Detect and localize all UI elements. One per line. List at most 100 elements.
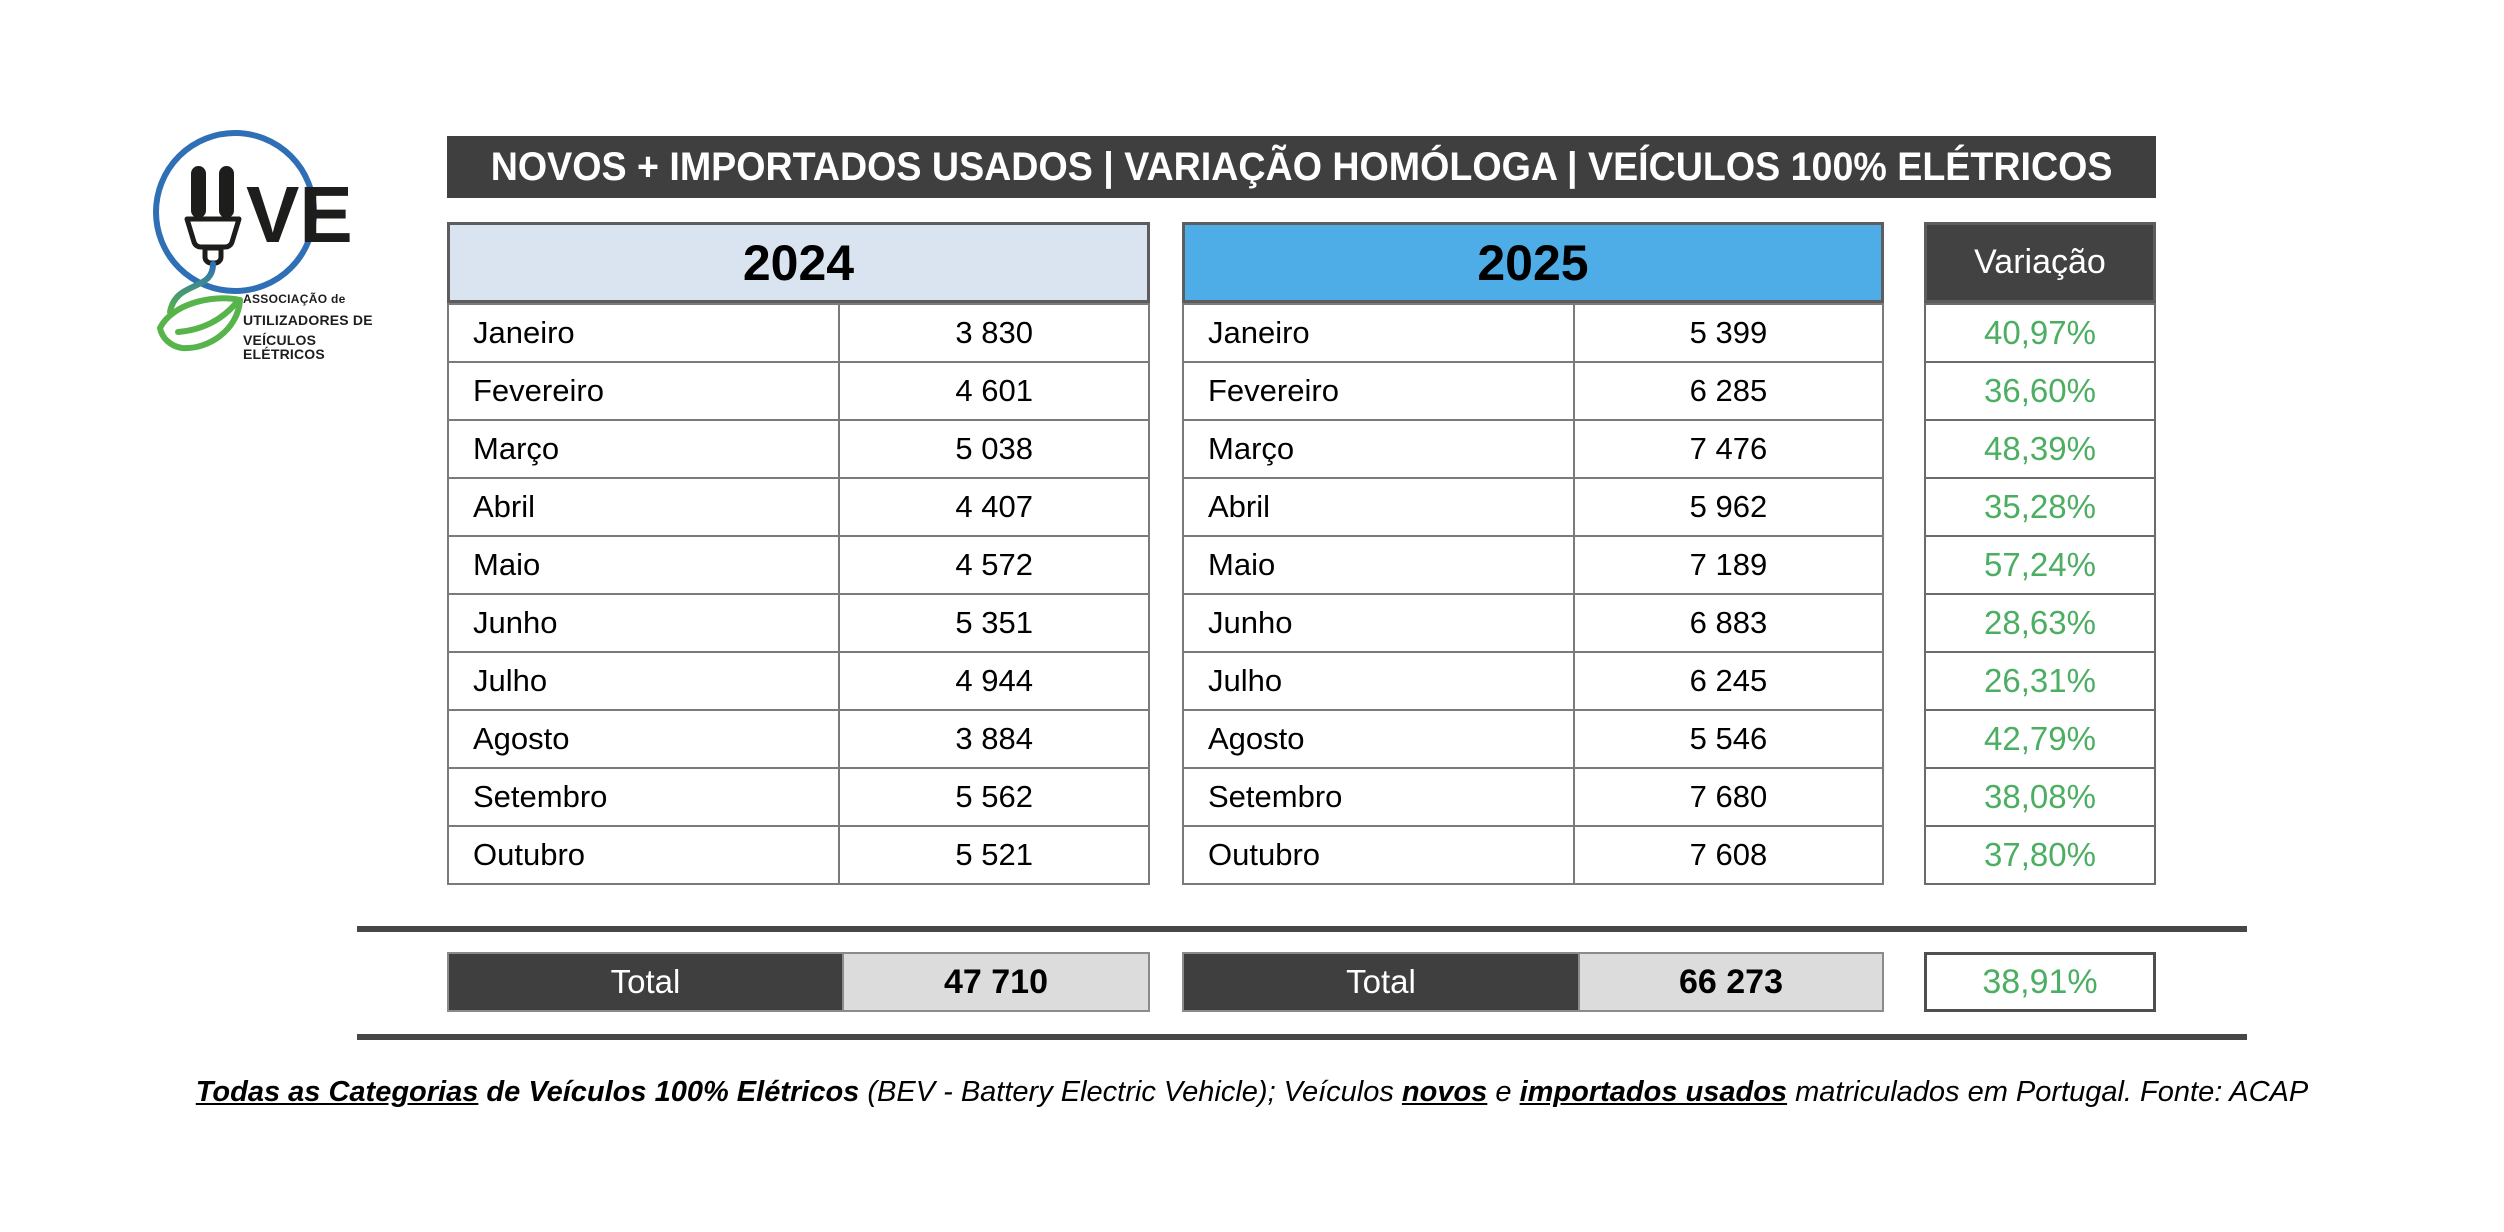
value-cell: 7 476 [1689, 431, 1768, 466]
footer-segment: e [1487, 1076, 1520, 1108]
month-cell: Maio [449, 537, 841, 593]
divider-line-top [357, 926, 2247, 932]
table-row-2024: Setembro 5 562 [447, 767, 1150, 827]
table-row-2025: Outubro 7 608 [1182, 825, 1884, 885]
footer-segment: Todas as Categorias [195, 1076, 479, 1108]
month-cell: Junho [1184, 595, 1575, 651]
variation-column-rows: 40,97% 36,60% 48,39% 35,28% 57,24% 28,63% 26,3… [1924, 303, 2156, 885]
month-cell: Julho [449, 653, 841, 709]
month-cell: Fevereiro [1184, 363, 1575, 419]
value-cell: 4 944 [955, 663, 1033, 698]
uve-logo: VE ASSOCIAÇÃO de UTILIZADORES DE VEÍCULO… [140, 128, 400, 378]
logo-org-line2: UTILIZADORES DE [243, 312, 373, 328]
cord-icon [167, 261, 216, 315]
month-cell: Janeiro [449, 305, 841, 361]
table-row-2025: Maio 7 189 [1182, 535, 1884, 595]
column-header-variation: Variação [1924, 222, 2156, 303]
variation-cell: 57,24% [1924, 535, 2156, 595]
variation-cell: 40,97% [1924, 303, 2156, 363]
variation-cell: 48,39% [1924, 419, 2156, 479]
table-row-2024: Maio 4 572 [447, 535, 1150, 595]
value-cell: 5 038 [955, 431, 1033, 466]
value-cell: 7 608 [1689, 837, 1768, 872]
leaf-icon [157, 295, 243, 352]
divider-line-bottom [357, 1034, 2247, 1040]
table-row-2025: Junho 6 883 [1182, 593, 1884, 653]
table-row-2025: Julho 6 245 [1182, 651, 1884, 711]
variation-cell: 26,31% [1924, 651, 2156, 711]
table-row-2025: Abril 5 962 [1182, 477, 1884, 537]
month-cell: Abril [1184, 479, 1575, 535]
table-row-2025: Agosto 5 546 [1182, 709, 1884, 769]
value-cell: 3 830 [955, 315, 1033, 350]
month-cell: Abril [449, 479, 841, 535]
footer-segment: matriculados em Portugal. Fonte: ACAP [1787, 1076, 2309, 1108]
month-cell: Setembro [449, 769, 841, 825]
value-cell: 3 884 [955, 721, 1033, 756]
column-header-2025-label: 2025 [1477, 234, 1589, 291]
total-value-2024: 47 710 [842, 952, 1150, 1012]
table-row-2025: Março 7 476 [1182, 419, 1884, 479]
uve-plug-leaf-icon: VE [153, 130, 353, 352]
table-row-2024: Março 5 038 [447, 419, 1150, 479]
table-row-2025: Setembro 7 680 [1182, 767, 1884, 827]
total-label-2025: Total [1182, 952, 1580, 1012]
table-row-2024: Outubro 5 521 [447, 825, 1150, 885]
column-header-variation-label: Variação [1974, 243, 2106, 281]
column-header-2024-label: 2024 [742, 234, 855, 291]
value-cell: 5 399 [1689, 315, 1768, 350]
page-title: NOVOS + IMPORTADOS USADOS | VARIAÇÃO HOM… [490, 144, 2113, 189]
month-cell: Julho [1184, 653, 1575, 709]
logo-ve-letters: VE [246, 170, 353, 259]
value-cell: 4 407 [955, 489, 1033, 524]
value-cell: 4 601 [955, 373, 1033, 408]
value-cell: 5 546 [1689, 721, 1768, 756]
month-cell: Maio [1184, 537, 1575, 593]
footer-segment: de Veículos 100% Elétricos [478, 1076, 868, 1108]
value-cell: 6 883 [1689, 605, 1768, 640]
total-value-2025: 66 273 [1578, 952, 1884, 1012]
variation-cell: 37,80% [1924, 825, 2156, 885]
value-cell: 7 189 [1689, 547, 1768, 582]
table-row-2024: Abril 4 407 [447, 477, 1150, 537]
variation-cell: 35,28% [1924, 477, 2156, 537]
month-cell: Março [449, 421, 841, 477]
footer-note: Todas as Categorias de Veículos 100% Elé… [0, 1076, 2504, 1109]
value-cell: 7 680 [1689, 779, 1768, 814]
table-row-2024: Janeiro 3 830 [447, 303, 1150, 363]
title-bar: NOVOS + IMPORTADOS USADOS | VARIAÇÃO HOM… [447, 136, 2156, 198]
variation-cell: 36,60% [1924, 361, 2156, 421]
value-cell: 6 285 [1689, 373, 1768, 408]
month-cell: Fevereiro [449, 363, 841, 419]
variation-cell: 38,08% [1924, 767, 2156, 827]
table-2025-rows: Janeiro 5 399 Fevereiro 6 285 Março 7 476 Abri… [1182, 303, 1884, 885]
footer-segment: novos [1401, 1076, 1488, 1108]
variation-cell: 42,79% [1924, 709, 2156, 769]
logo-org-line1: ASSOCIAÇÃO de [243, 292, 346, 306]
value-cell: 5 351 [955, 605, 1033, 640]
logo-org-name: ASSOCIAÇÃO de UTILIZADORES DE VEÍCULOS E… [243, 293, 400, 367]
month-cell: Outubro [449, 827, 841, 883]
table-row-2024: Junho 5 351 [447, 593, 1150, 653]
month-cell: Janeiro [1184, 305, 1575, 361]
month-cell: Setembro [1184, 769, 1575, 825]
total-label-2024: Total [447, 952, 844, 1012]
total-variation-value: 38,91% [1924, 952, 2156, 1012]
circle-outline-icon [153, 130, 317, 294]
plug-icon [184, 216, 242, 250]
table-row-2024: Julho 4 944 [447, 651, 1150, 711]
month-cell: Março [1184, 421, 1575, 477]
value-cell: 5 962 [1689, 489, 1768, 524]
variation-cell: 28,63% [1924, 593, 2156, 653]
table-row-2024: Fevereiro 4 601 [447, 361, 1150, 421]
value-cell: 6 245 [1689, 663, 1768, 698]
table-row-2025: Janeiro 5 399 [1182, 303, 1884, 363]
value-cell: 4 572 [955, 547, 1033, 582]
footer-segment: importados usados [1519, 1076, 1788, 1108]
value-cell: 5 562 [955, 779, 1033, 814]
column-header-2025: 2025 [1182, 222, 1884, 303]
month-cell: Agosto [449, 711, 841, 767]
table-row-2024: Agosto 3 884 [447, 709, 1150, 769]
logo-org-line3: VEÍCULOS ELÉTRICOS [243, 332, 325, 362]
